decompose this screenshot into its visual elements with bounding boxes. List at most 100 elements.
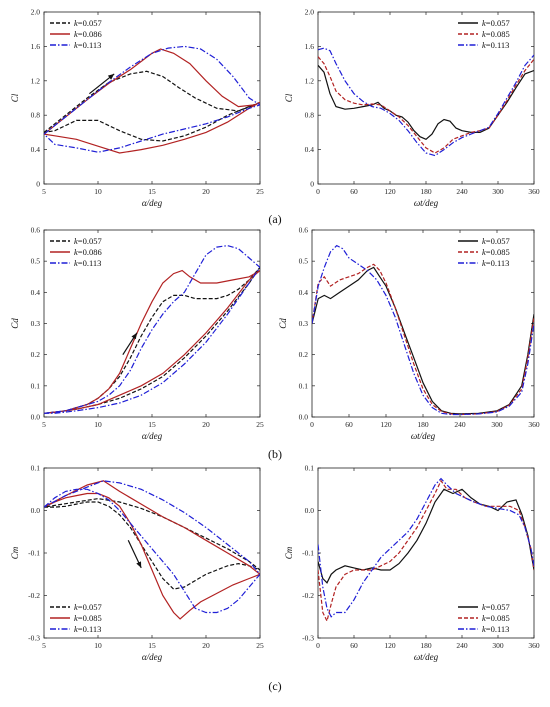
series-line-k113 — [312, 244, 534, 416]
x-tick-label: 5 — [42, 420, 46, 429]
x-axis-label: α/deg — [142, 652, 163, 662]
y-axis-label: Cm — [284, 546, 294, 559]
y-tick-label: 0.0 — [299, 413, 309, 422]
legend-label-k: k — [74, 602, 78, 612]
legend-label: k=0.057 — [482, 236, 510, 246]
x-tick-label: 120 — [384, 641, 396, 650]
legend-label: k=0.085 — [482, 247, 510, 257]
y-tick-label: 0.8 — [31, 111, 41, 120]
x-tick-label: 60 — [350, 187, 358, 196]
series-line-k085 — [318, 56, 534, 154]
y-tick-label: 0.1 — [299, 381, 309, 390]
x-tick-label: 25 — [256, 641, 264, 650]
legend-label: k=0.085 — [74, 613, 102, 623]
panel-label-b: (b) — [268, 447, 282, 461]
y-tick-label: 0.1 — [305, 464, 315, 473]
x-axis-label: ωt/deg — [411, 431, 436, 441]
y-tick-label: 2.0 — [31, 8, 41, 17]
x-tick-label: 240 — [456, 187, 468, 196]
y-tick-label: 0.5 — [299, 257, 309, 266]
legend-label-value: =0.057 — [486, 18, 510, 28]
legend-label: k=0.057 — [74, 602, 102, 612]
legend-label: k=0.057 — [74, 236, 102, 246]
legend-label-value: =0.057 — [78, 602, 102, 612]
legend-label-value: =0.113 — [486, 40, 510, 50]
y-tick-label: 0.3 — [31, 319, 41, 328]
legend-label-k: k — [482, 236, 486, 246]
legend-label-k: k — [74, 40, 78, 50]
legend-label-value: =0.057 — [78, 18, 102, 28]
legend-label-value: =0.113 — [78, 624, 102, 634]
y-tick-label: -0.2 — [28, 591, 40, 600]
legend-label-value: =0.113 — [486, 624, 510, 634]
x-tick-label: 240 — [456, 641, 468, 650]
x-tick-label: 25 — [256, 187, 264, 196]
x-tick-label: 300 — [491, 420, 503, 429]
series-line-k113 — [44, 480, 260, 614]
y-tick-label: 0.4 — [305, 145, 315, 154]
x-tick-label: 10 — [94, 420, 102, 429]
x-tick-label: 360 — [528, 187, 540, 196]
x-tick-label: 10 — [94, 187, 102, 196]
x-tick-label: 180 — [420, 641, 432, 650]
y-tick-label: 1.6 — [305, 42, 315, 51]
y-axis-label: Cl — [284, 93, 294, 102]
legend-label: k=0.057 — [74, 18, 102, 28]
y-tick-label: 0 — [310, 180, 314, 189]
y-tick-label: 2.0 — [305, 8, 315, 17]
series-line-k057 — [44, 267, 260, 414]
x-tick-label: 5 — [42, 187, 46, 196]
legend-label: k=0.057 — [482, 602, 510, 612]
x-tick-label: 0 — [316, 641, 320, 650]
x-tick-label: 300 — [492, 187, 504, 196]
x-tick-label: 60 — [350, 641, 358, 650]
x-tick-label: 360 — [528, 420, 540, 429]
y-tick-label: 0.0 — [31, 506, 41, 515]
y-tick-label: -0.2 — [302, 591, 314, 600]
series-line-k086 — [44, 269, 260, 414]
chart-a-left: 5 10 15 20 2500.40.81.21.62.0α/degClk=0.057k… — [10, 8, 264, 209]
x-tick-label: 20 — [202, 641, 210, 650]
y-axis-label: Cm — [10, 546, 20, 559]
legend-label-k: k — [74, 624, 78, 634]
x-tick-label: 60 — [345, 420, 353, 429]
y-tick-label: 0.0 — [31, 413, 41, 422]
legend-label-value: =0.085 — [486, 613, 510, 623]
legend-label-k: k — [482, 40, 486, 50]
x-tick-label: 5 — [42, 641, 46, 650]
x-tick-label: 240 — [454, 420, 466, 429]
x-tick-label: 180 — [417, 420, 429, 429]
x-tick-label: 20 — [202, 187, 210, 196]
legend-label-k: k — [74, 247, 78, 257]
y-tick-label: 0.1 — [31, 381, 41, 390]
direction-arrow-head — [136, 561, 142, 568]
chart-b-left: 5 10 15 20 250.00.10.20.30.40.50.6α/degCdk=0… — [10, 226, 264, 442]
y-tick-label: 0.5 — [31, 257, 41, 266]
series-line-k057 — [312, 266, 534, 415]
y-axis-label: Cd — [10, 318, 20, 329]
legend-label: k=0.085 — [482, 613, 510, 623]
x-tick-label: 360 — [528, 641, 540, 650]
y-tick-label: 0.4 — [299, 288, 309, 297]
series-line-k113 — [44, 45, 260, 153]
panel-label-a: (a) — [268, 212, 281, 226]
direction-arrow-head — [131, 332, 137, 340]
legend-label-value: =0.085 — [486, 29, 510, 39]
direction-arrow-head — [107, 73, 115, 80]
x-tick-label: 10 — [94, 641, 102, 650]
legend-label: k=0.086 — [74, 247, 102, 257]
legend-label: k=0.113 — [74, 40, 101, 50]
legend-label-value: =0.113 — [78, 40, 102, 50]
panel-label-c: (c) — [268, 679, 281, 693]
legend-label-value: =0.057 — [78, 236, 102, 246]
x-tick-label: 180 — [420, 187, 432, 196]
y-tick-label: 1.6 — [31, 42, 41, 51]
legend-label-value: =0.057 — [486, 236, 510, 246]
chart-c-left: 5 10 15 20 25-0.3-0.2-0.10.00.1α/degCmk=0.05… — [10, 464, 264, 663]
legend-label-k: k — [74, 258, 78, 268]
x-axis-label: ωt/deg — [414, 652, 439, 662]
